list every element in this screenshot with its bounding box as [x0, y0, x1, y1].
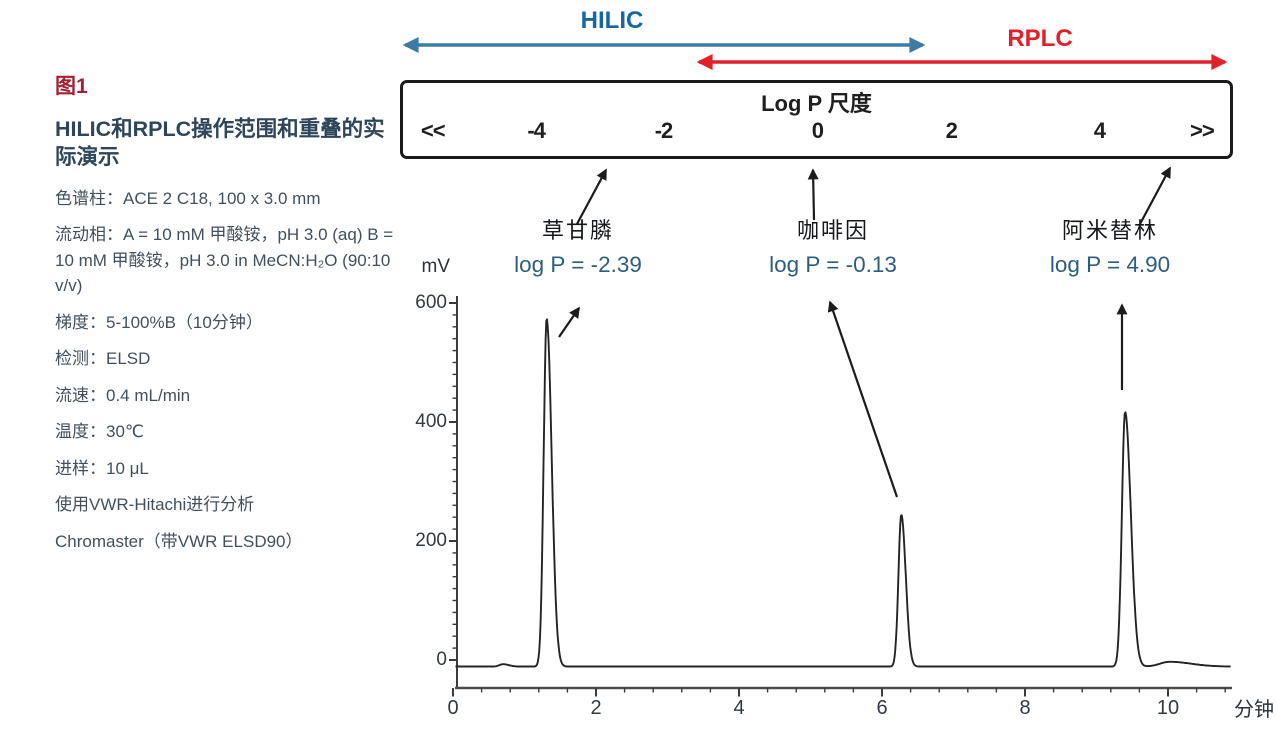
condition-line: 检测：ELSD	[55, 349, 151, 369]
condition-line: 流动相：A = 10 mM 甲酸铵，pH 3.0 (aq) B = 10 mM …	[55, 225, 394, 296]
logp-scale-value: 4	[1093, 118, 1106, 143]
compound-annotation-glyphosate: 草甘膦 log P = -2.39	[448, 213, 708, 278]
x-tick-label: 4	[733, 697, 745, 719]
compound-annotation-amitriptyline: 阿米替林 log P = 4.90	[980, 213, 1240, 278]
compound-annotation-caffeine: 咖啡因 log P = -0.13	[703, 213, 963, 278]
compound-logp: log P = -2.39	[514, 252, 642, 277]
logp-scale-value: <<	[420, 118, 446, 143]
x-axis-unit-label: 分钟	[1234, 699, 1274, 721]
logp-scale-value: -4	[527, 118, 546, 143]
y-tick-label: 400	[415, 411, 447, 432]
x-tick-label: 10	[1156, 697, 1180, 719]
y-axis-unit-label: mV	[421, 256, 451, 277]
y-tick-label: 600	[415, 292, 447, 313]
y-tick-label: 200	[415, 530, 447, 551]
condition-line: 色谱柱：ACE 2 C18, 100 x 3.0 mm	[55, 188, 321, 208]
condition-line: 温度：30℃	[55, 422, 145, 442]
figure-title: HILIC和RPLC操作范围和重叠的实际演示	[55, 117, 385, 170]
logp-scale-value: -2	[654, 118, 674, 143]
compound-logp: log P = 4.90	[1049, 252, 1171, 277]
compound-logp: log P = -0.13	[769, 252, 897, 277]
logp-scale-value: 0	[811, 118, 824, 143]
figure-label: 图1	[55, 75, 88, 98]
x-tick-label: 6	[876, 697, 888, 719]
figure-caption: 图1 HILIC和RPLC操作范围和重叠的实际演示 色谱柱：ACE 2 C18,…	[55, 70, 397, 565]
logp-scale-title: Log P 尺度	[761, 91, 872, 116]
condition-line: 梯度：5-100%B（10分钟）	[55, 312, 263, 332]
logp-scale-value: >>	[1190, 118, 1215, 143]
condition-line: Chromaster（带VWR ELSD90）	[55, 531, 303, 551]
annotation-arrow-caffeine-to-scale	[807, 168, 819, 221]
rplc-range-label: RPLC	[1007, 25, 1073, 52]
condition-line: 使用VWR-Hitachi进行分析	[55, 495, 255, 515]
annotation-arrow-glyphosate-to-scale	[576, 168, 607, 225]
condition-line: 进样：10 μL	[55, 458, 149, 478]
x-tick-label: 8	[1019, 697, 1031, 719]
y-tick-label: 0	[436, 649, 447, 670]
hilic-range-label: HILIC	[580, 7, 644, 34]
condition-line: 流速：0.4 mL/min	[55, 385, 191, 405]
annotation-arrow-peak1-to-label	[558, 306, 580, 338]
x-tick-label: 2	[590, 697, 602, 719]
chromatogram-trace	[455, 318, 1231, 668]
logp-scale-value: 2	[945, 118, 958, 143]
annotation-arrow-peak2-to-label	[827, 300, 899, 498]
annotation-arrow-amitriptyline-to-scale	[1139, 166, 1171, 225]
logp-scale-box: Log P 尺度 << -4 -2 0 2 4 >>	[400, 80, 1233, 159]
method-conditions: 色谱柱：ACE 2 C18, 100 x 3.0 mm 流动相：A = 10 mM…	[55, 186, 397, 555]
x-tick-label: 0	[447, 697, 459, 719]
compound-name: 咖啡因	[796, 218, 869, 243]
